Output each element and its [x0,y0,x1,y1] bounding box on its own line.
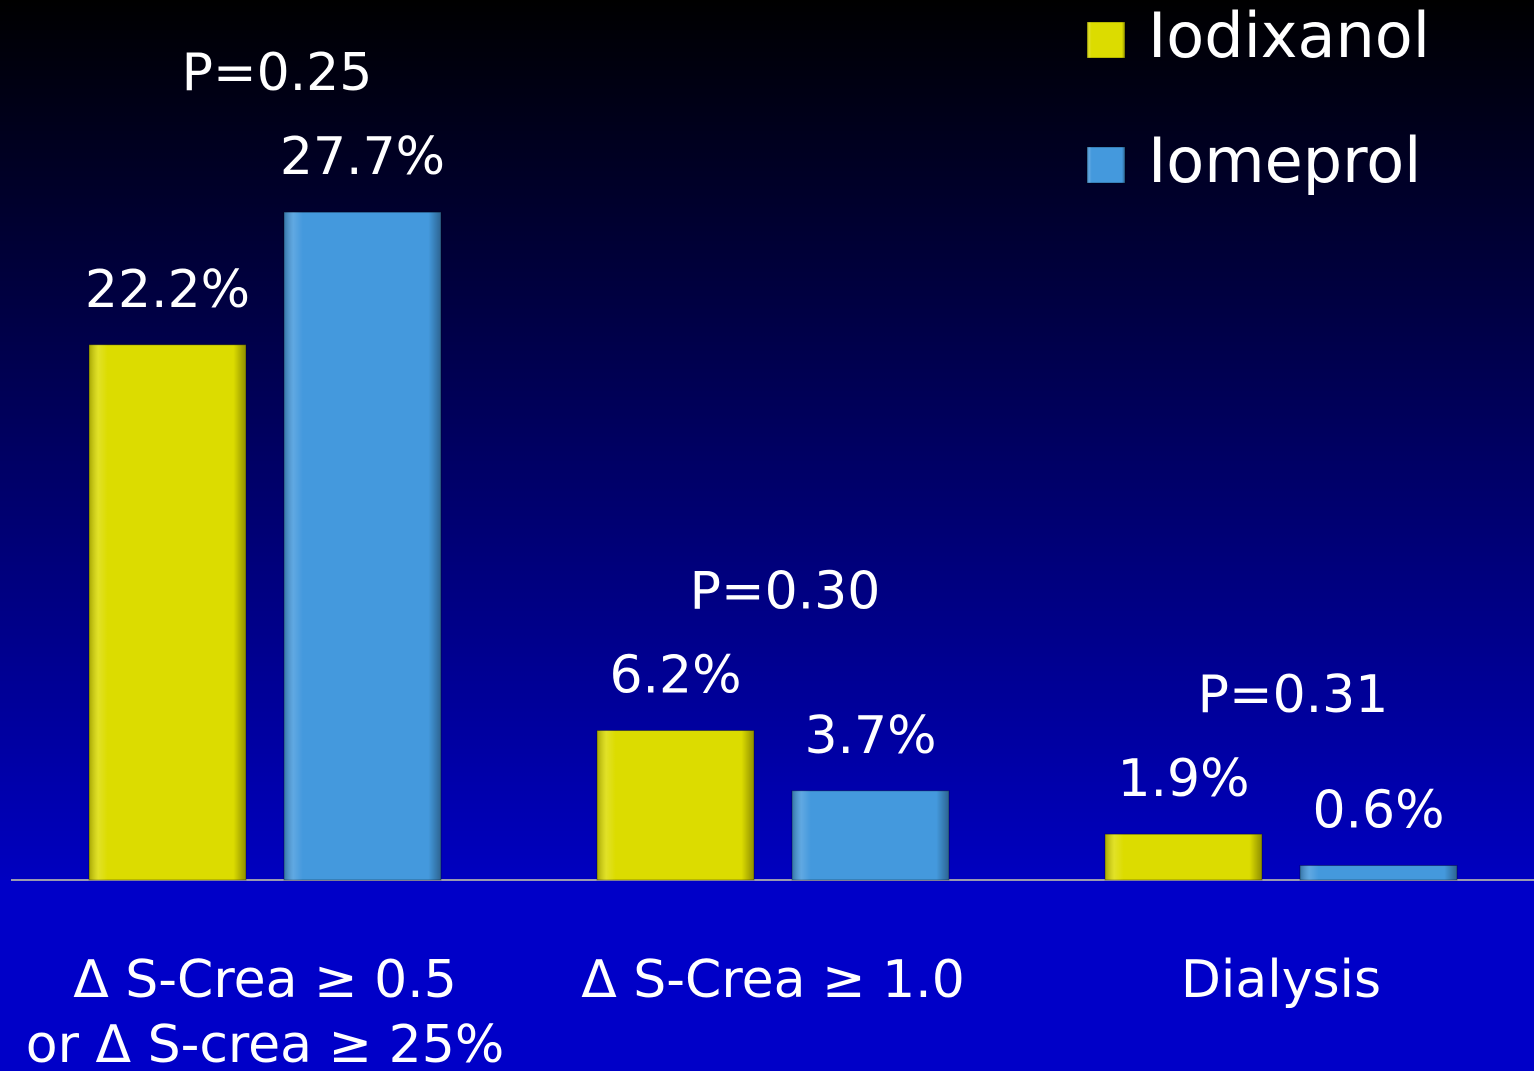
bar-shade [284,212,441,881]
bar-shade [1105,834,1262,880]
value-label: 3.7% [804,706,936,766]
bar-shade [792,790,949,880]
legend-swatch-shade [1087,147,1125,183]
bar-shade [1300,865,1457,880]
p-value-annotation: P=0.30 [690,562,881,622]
legend-label: Iomeprol [1148,124,1421,197]
p-value-annotation: P=0.31 [1198,665,1389,725]
bar-shade [597,730,754,880]
value-label: 27.7% [280,127,445,187]
bar-shade [89,344,246,881]
legend-swatch-shade [1087,22,1125,58]
value-label: 0.6% [1312,781,1444,841]
plot-background [0,0,1534,880]
x-tick-label: Dialysis [1181,950,1381,1010]
footer-background [0,880,1534,1071]
value-label: 1.9% [1117,749,1249,809]
x-tick-label: Δ S-Crea ≥ 0.5 or Δ S-crea ≥ 25% [26,950,505,1071]
p-value-annotation: P=0.25 [182,43,373,103]
value-label: 22.2% [85,260,250,320]
legend-label: Iodixanol [1148,0,1430,72]
value-label: 6.2% [609,646,741,706]
x-tick-label: Δ S-Crea ≥ 1.0 [581,950,965,1010]
